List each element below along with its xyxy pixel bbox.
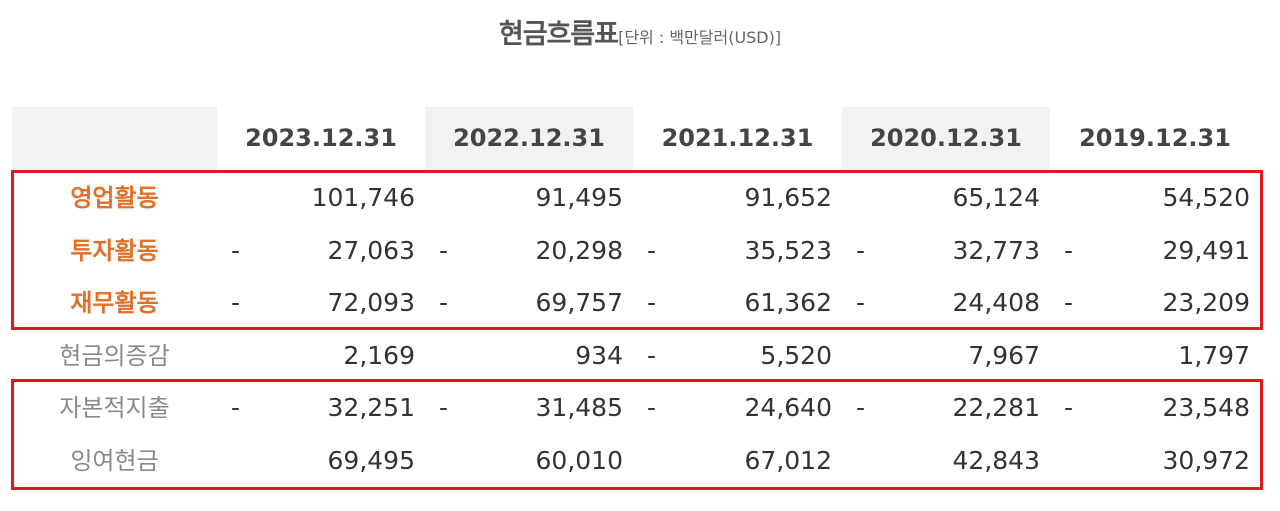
amount: 24,640 bbox=[744, 393, 832, 422]
sign: - bbox=[647, 393, 657, 422]
sign: - bbox=[231, 235, 241, 265]
sign: - bbox=[439, 235, 449, 265]
value-cell: 7,967 bbox=[842, 330, 1050, 383]
row-label: 재무활동 bbox=[12, 277, 217, 330]
title: 현금흐름표 bbox=[498, 19, 619, 50]
value-cell: - 20,298 bbox=[425, 225, 633, 278]
value-cell: 30,972 bbox=[1050, 435, 1260, 488]
value-cell: 91,495 bbox=[425, 172, 633, 225]
amount: 35,523 bbox=[744, 235, 832, 265]
sign: - bbox=[439, 288, 449, 317]
sign: - bbox=[647, 288, 657, 317]
value-cell: 60,010 bbox=[425, 435, 633, 488]
amount: 29,491 bbox=[1162, 235, 1250, 265]
amount: 32,773 bbox=[952, 235, 1040, 265]
amount: 23,548 bbox=[1162, 393, 1250, 422]
value-cell: 2,169 bbox=[217, 330, 425, 383]
sign: - bbox=[1064, 235, 1074, 265]
value-cell: - 22,281 bbox=[842, 382, 1050, 435]
value-cell: - 24,640 bbox=[633, 382, 842, 435]
column-header: 2022.12.31 bbox=[425, 107, 633, 169]
amount: 22,281 bbox=[952, 393, 1040, 422]
sign: - bbox=[647, 235, 657, 265]
sign: - bbox=[231, 288, 241, 317]
amount: 101,746 bbox=[311, 183, 415, 212]
amount: 2,169 bbox=[343, 340, 415, 370]
amount: 32,251 bbox=[327, 393, 415, 422]
sign: - bbox=[856, 235, 866, 265]
value-cell: - 29,491 bbox=[1050, 225, 1260, 278]
amount: 60,010 bbox=[535, 445, 623, 475]
amount: 1,797 bbox=[1178, 340, 1250, 370]
row-label: 잉여현금 bbox=[12, 434, 217, 487]
title-block: 현금흐름표[단위 : 백만달러(USD)] bbox=[0, 12, 1280, 51]
row-label: 현금의증감 bbox=[12, 329, 217, 382]
value-cell: 65,124 bbox=[842, 172, 1050, 225]
row-label: 영업활동 bbox=[12, 172, 217, 225]
value-cell: 67,012 bbox=[633, 435, 842, 488]
value-cell: - 61,362 bbox=[633, 277, 842, 330]
value-cell: - 35,523 bbox=[633, 225, 842, 278]
column-header: 2021.12.31 bbox=[633, 107, 842, 169]
sign: - bbox=[856, 288, 866, 317]
amount: 934 bbox=[575, 340, 623, 370]
highlight-box bbox=[11, 170, 1263, 330]
sign: - bbox=[439, 393, 449, 422]
amount: 20,298 bbox=[535, 235, 623, 265]
value-cell: 69,495 bbox=[217, 435, 425, 488]
row-label: 투자활동 bbox=[12, 224, 217, 277]
value-cell: 1,797 bbox=[1050, 330, 1260, 383]
unit: [단위 : 백만달러(USD)] bbox=[618, 28, 782, 47]
value-cell: 54,520 bbox=[1050, 172, 1260, 225]
value-cell: 934 bbox=[425, 330, 633, 383]
highlight-box bbox=[11, 379, 1263, 490]
value-cell: - 23,209 bbox=[1050, 277, 1260, 330]
sign: - bbox=[1064, 288, 1074, 317]
value-cell: - 23,548 bbox=[1050, 382, 1260, 435]
value-cell: - 69,757 bbox=[425, 277, 633, 330]
amount: 69,495 bbox=[327, 445, 415, 475]
amount: 23,209 bbox=[1162, 288, 1250, 317]
amount: 91,652 bbox=[744, 183, 832, 212]
amount: 5,520 bbox=[760, 340, 832, 370]
amount: 72,093 bbox=[327, 288, 415, 317]
value-cell: - 72,093 bbox=[217, 277, 425, 330]
value-cell: - 24,408 bbox=[842, 277, 1050, 330]
header-cell bbox=[12, 107, 217, 169]
value-cell: - 32,251 bbox=[217, 382, 425, 435]
amount: 7,967 bbox=[968, 340, 1040, 370]
value-cell: 91,652 bbox=[633, 172, 842, 225]
column-header: 2019.12.31 bbox=[1050, 107, 1260, 169]
amount: 24,408 bbox=[952, 288, 1040, 317]
column-header: 2020.12.31 bbox=[842, 107, 1050, 169]
amount: 27,063 bbox=[327, 235, 415, 265]
value-cell: 101,746 bbox=[217, 172, 425, 225]
column-header: 2023.12.31 bbox=[217, 107, 425, 169]
sign: - bbox=[856, 393, 866, 422]
value-cell: - 32,773 bbox=[842, 225, 1050, 278]
value-cell: 42,843 bbox=[842, 435, 1050, 488]
amount: 69,757 bbox=[535, 288, 623, 317]
amount: 42,843 bbox=[952, 445, 1040, 475]
value-cell: - 31,485 bbox=[425, 382, 633, 435]
amount: 67,012 bbox=[744, 445, 832, 475]
value-cell: - 5,520 bbox=[633, 330, 842, 383]
sign: - bbox=[231, 393, 241, 422]
amount: 31,485 bbox=[535, 393, 623, 422]
value-cell: - 27,063 bbox=[217, 225, 425, 278]
amount: 30,972 bbox=[1162, 445, 1250, 475]
sign: - bbox=[647, 340, 657, 370]
amount: 65,124 bbox=[952, 183, 1040, 212]
sign: - bbox=[1064, 393, 1074, 422]
row-label: 자본적지출 bbox=[12, 382, 217, 435]
amount: 61,362 bbox=[744, 288, 832, 317]
amount: 54,520 bbox=[1162, 183, 1250, 212]
amount: 91,495 bbox=[535, 183, 623, 212]
